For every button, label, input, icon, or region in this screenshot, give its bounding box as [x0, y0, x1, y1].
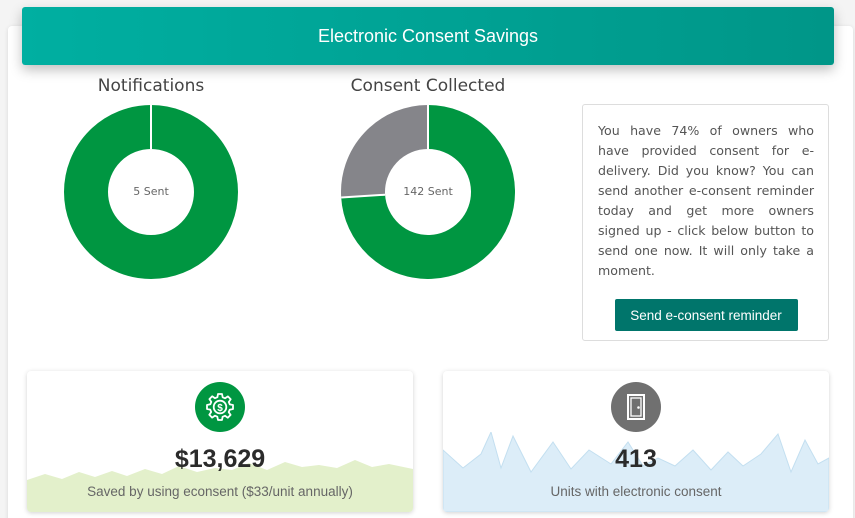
notifications-title: Notifications [97, 76, 205, 96]
send-reminder-button[interactable]: Send e-consent reminder [614, 299, 798, 331]
savings-wave [27, 460, 413, 512]
savings-card: $ $13,629 Saved by using econsent ($33/u… [27, 371, 413, 512]
savings-caption: Saved by using econsent ($33/unit annual… [87, 484, 353, 499]
dollar-gear-icon: $ [195, 382, 245, 432]
consent-segment-collected [341, 105, 515, 279]
door-icon [611, 382, 661, 432]
consent-donut: 142 Sent [341, 105, 515, 279]
page-title: Electronic Consent Savings [317, 25, 539, 46]
consent-donut-chart [341, 105, 515, 279]
page-header: Electronic Consent Savings [22, 7, 834, 65]
units-wave [443, 432, 829, 512]
units-count: 413 [615, 445, 657, 473]
consent-info-text: You have 74% of owners who have provided… [598, 123, 814, 278]
notifications-donut: 5 Sent [64, 105, 238, 279]
svg-text:$: $ [217, 403, 223, 414]
notifications-donut-chart [64, 105, 238, 279]
units-caption: Units with electronic consent [550, 484, 722, 499]
consent-info-box: You have 74% of owners who have provided… [582, 104, 829, 341]
notifications-center-label: 5 Sent [133, 185, 169, 198]
consent-title: Consent Collected [350, 76, 506, 96]
consent-segment-divider [341, 193, 386, 199]
consent-segment-remaining [341, 105, 430, 198]
units-card: 413 Units with electronic consent [443, 371, 829, 512]
savings-amount: $13,629 [174, 445, 266, 473]
consent-center-label: 142 Sent [403, 185, 453, 198]
